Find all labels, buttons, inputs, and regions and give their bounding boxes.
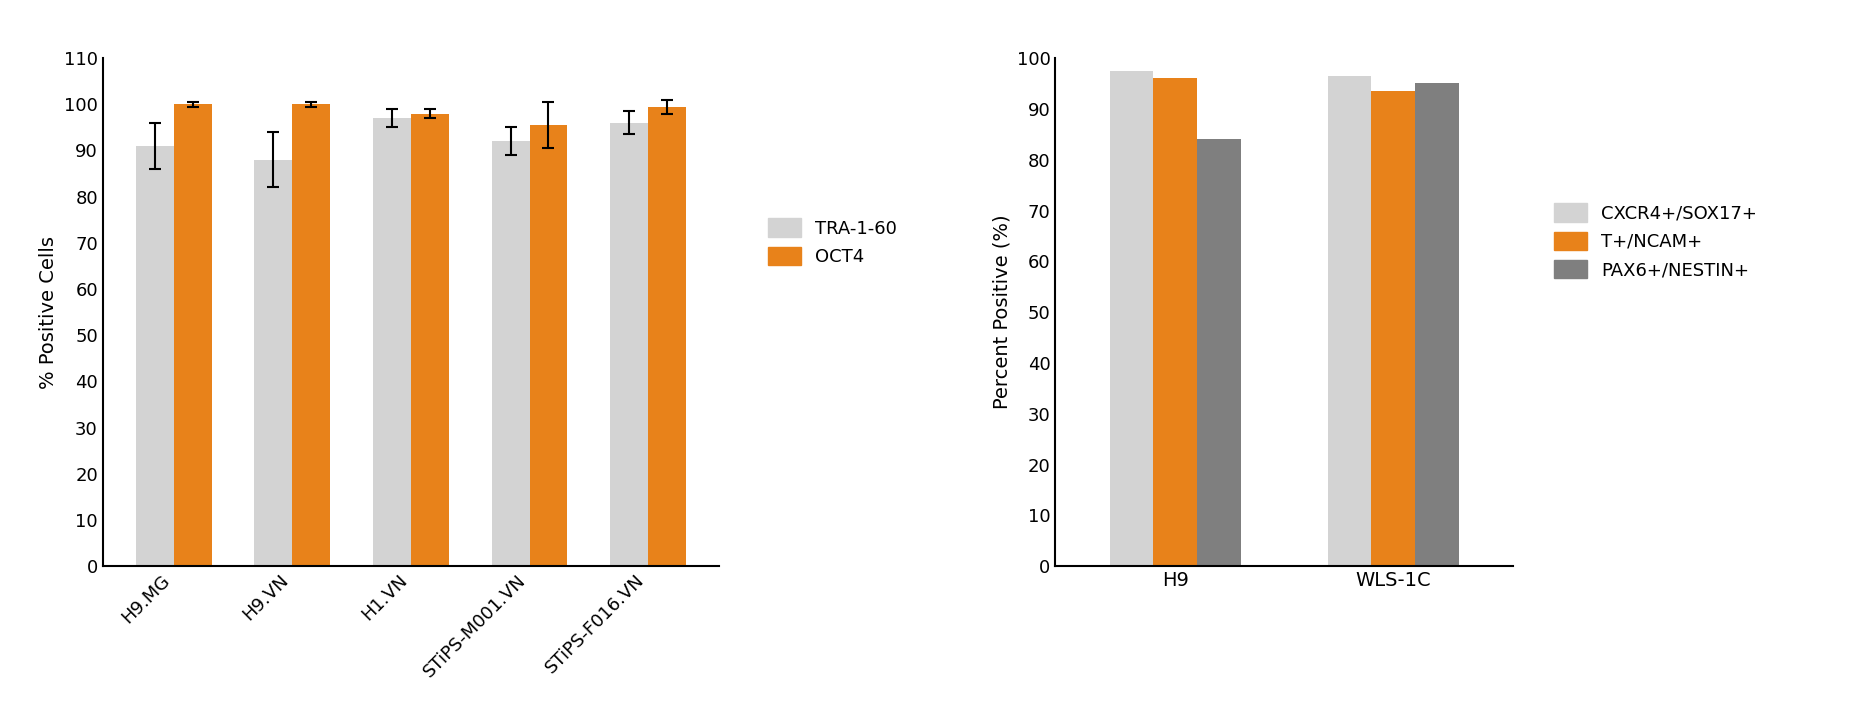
Bar [611,123,648,566]
Bar [1197,139,1240,566]
Y-axis label: % Positive Cells: % Positive Cells [39,236,58,388]
Bar [648,107,686,566]
Bar [1154,78,1197,566]
Bar [136,146,174,566]
Bar [1371,91,1416,566]
Bar [374,118,411,566]
Bar [491,142,529,566]
Bar [1416,83,1459,566]
Bar [1328,76,1371,566]
Bar [293,105,331,566]
Legend: TRA-1-60, OCT4: TRA-1-60, OCT4 [758,209,906,275]
Legend: CXCR4+/SOX17+, T+/NCAM+, PAX6+/NESTIN+: CXCR4+/SOX17+, T+/NCAM+, PAX6+/NESTIN+ [1545,194,1765,288]
Y-axis label: Percent Positive (%): Percent Positive (%) [992,215,1011,409]
Bar [1110,70,1153,566]
Bar [174,105,211,566]
Bar [411,113,448,566]
Bar [254,160,293,566]
Bar [529,125,568,566]
